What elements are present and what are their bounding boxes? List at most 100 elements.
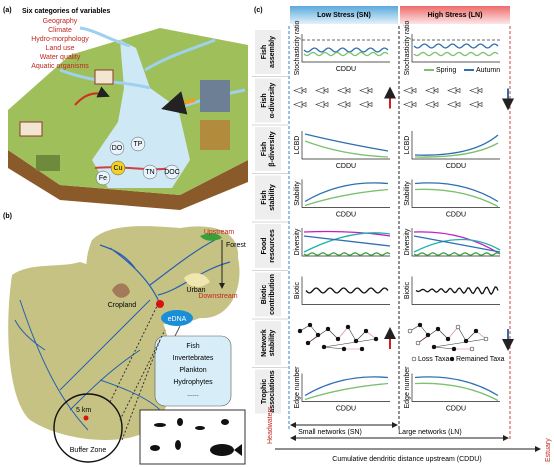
row-label: Foodresources <box>261 229 276 263</box>
panel-label: (b) <box>3 213 12 220</box>
row-label: Bioticcontribution <box>261 274 276 315</box>
sampling-site <box>156 300 164 308</box>
house <box>19 121 43 137</box>
taxa-item: Plankton <box>179 367 206 374</box>
arrow <box>74 86 110 106</box>
y-axis-label: Stability <box>404 181 411 206</box>
title: Six categories of variables <box>22 8 110 15</box>
trend-line <box>303 230 391 237</box>
row-label: Networkstability <box>261 329 276 357</box>
row-label-box <box>255 272 281 317</box>
taxa-list: Fish Invertebrates Plankton Hydrophytes....… <box>173 343 214 398</box>
urban-patch <box>184 273 210 287</box>
network-edge <box>433 338 487 348</box>
fish-icon <box>469 101 483 108</box>
panel-a: (a) Six categories of variables Geograph… <box>3 7 248 210</box>
network-node <box>463 338 469 344</box>
map-label: Cu <box>114 165 123 172</box>
fish-sketch <box>94 166 171 171</box>
y-axis-label: Diversity <box>404 228 411 255</box>
network-edge <box>323 338 377 348</box>
trend-line <box>413 51 499 57</box>
network-edge <box>437 328 449 340</box>
taxa-item: ...... <box>187 391 199 398</box>
variable-category: Climate <box>48 27 72 34</box>
y-axis-label: Biotic <box>294 281 301 299</box>
low-stress-header <box>290 6 398 24</box>
land-use-label: Forest <box>226 242 246 249</box>
site-dot <box>83 415 89 421</box>
x-axis-label: CDDU <box>446 163 466 170</box>
taxa-box <box>154 335 232 407</box>
fish-icon <box>337 87 351 94</box>
trend-line <box>413 235 501 253</box>
trend-line <box>303 232 391 253</box>
span-label: Large networks (LN) <box>398 429 461 436</box>
marker-circle <box>142 164 158 180</box>
network-node <box>345 324 351 330</box>
network-edge <box>457 326 467 342</box>
row-label: Fishassembly <box>261 36 276 68</box>
organism-icons <box>150 418 242 456</box>
panel-c: (c) Low Stress (SN) High Stress (LN) Fis… <box>252 6 552 463</box>
plot-axes <box>301 373 390 402</box>
trend-line <box>414 376 499 397</box>
plot-axes <box>301 276 390 305</box>
map-label: DO <box>112 145 123 152</box>
map-lower <box>8 262 172 441</box>
y-axis-label: LCBD <box>404 136 411 155</box>
row-label: Fishstability <box>261 184 276 211</box>
network-node <box>425 332 431 338</box>
network-edge <box>337 326 349 340</box>
marker-circle <box>164 164 180 180</box>
trend-line <box>413 231 501 255</box>
plot-axes <box>301 179 390 208</box>
network-node <box>297 328 303 334</box>
fish-icon <box>359 101 373 108</box>
network-node <box>445 336 451 342</box>
headwaters-label: Headwaters <box>267 406 274 444</box>
x-axis-label: CDDU <box>336 163 356 170</box>
x-axis-label: CDDU <box>446 405 466 412</box>
marker-circle <box>110 160 126 176</box>
network-node <box>363 328 369 334</box>
buffer-label: Buffer Zone <box>70 447 107 454</box>
x-axis-label: CDDU <box>446 211 466 218</box>
rows: Fishassembly Stochasticity ratio CDDU Stoch… <box>252 20 514 414</box>
arrow <box>161 91 196 115</box>
house <box>94 69 114 85</box>
row-label: Fishβ-diversity <box>261 131 276 167</box>
field <box>200 120 230 150</box>
plot-axes <box>411 131 500 160</box>
network-edge <box>347 326 357 342</box>
network-edge <box>465 330 477 342</box>
variable-category: Water quality <box>40 54 81 61</box>
taxa-item: Invertebrates <box>173 355 214 362</box>
map-label: Fe <box>99 175 107 182</box>
network-node <box>325 326 331 332</box>
trend-line <box>413 238 501 253</box>
plot-axes <box>411 34 500 63</box>
network-edge <box>447 326 459 340</box>
map-label: DOC <box>164 169 180 176</box>
variable-category: Land use <box>46 45 75 52</box>
row-label-box <box>255 369 281 414</box>
tributaries <box>59 26 246 110</box>
downstream-label: Downstream <box>198 293 237 300</box>
fish-icon <box>315 87 329 94</box>
row-label-box <box>255 127 281 171</box>
plot-axes <box>411 373 500 402</box>
y-axis-label: Edge number <box>294 366 301 409</box>
fish-icon <box>403 101 417 108</box>
fish-icon <box>403 87 417 94</box>
panel-label: (c) <box>254 7 263 14</box>
marker-circle <box>95 170 111 186</box>
network-node <box>473 328 479 334</box>
trend-line <box>303 235 391 247</box>
plot-axes <box>411 228 500 257</box>
variable-category: Hydro-morphology <box>31 36 89 43</box>
y-axis-label: Stochasticity ratio <box>404 20 411 75</box>
rivers <box>14 299 161 431</box>
legend-swatch <box>411 356 417 362</box>
y-axis-label: LCBD <box>294 136 301 155</box>
